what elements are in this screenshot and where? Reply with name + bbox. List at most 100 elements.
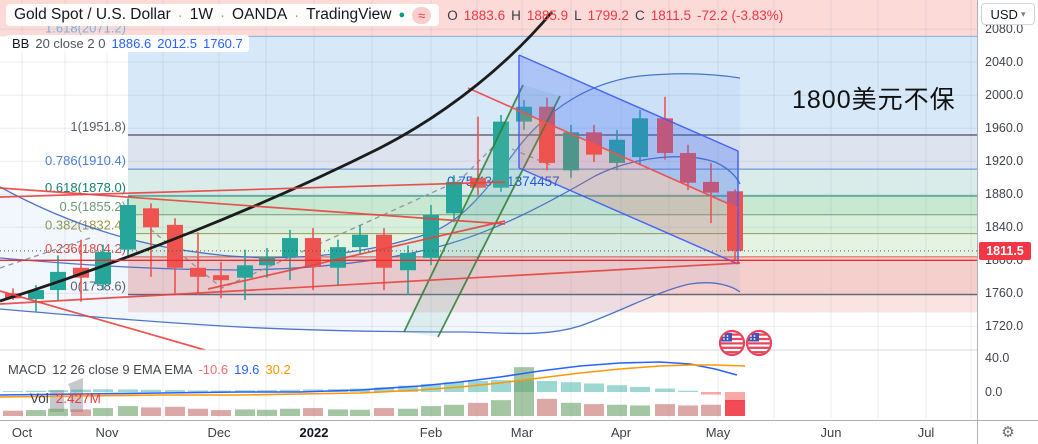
candle-body <box>237 265 253 278</box>
ohlc-values: O 1883.6 H 1885.9 L 1799.2 C 1811.5 -72.2 (-… <box>447 8 783 23</box>
candle-body <box>423 214 439 258</box>
low-label: L <box>574 7 582 23</box>
macd-histogram-bar <box>141 389 161 392</box>
candle-body <box>28 290 44 300</box>
macd-tick: 0.0 <box>985 385 1003 399</box>
bb-line <box>0 156 741 271</box>
macd-hist-value: -10.6 <box>198 362 229 377</box>
open-label: O <box>447 7 458 23</box>
volume-bar <box>165 406 185 416</box>
macd-histogram-bar <box>561 382 581 392</box>
black-trendline <box>0 11 554 303</box>
macd-histogram-bar <box>421 383 441 392</box>
us-flag-sticker[interactable] <box>745 329 773 357</box>
volume-bar <box>607 404 627 416</box>
price-tick: 2040.0 <box>985 55 1024 70</box>
time-axis-label: Apr <box>610 425 632 440</box>
volume-bar <box>701 404 721 416</box>
bb-line <box>0 73 741 259</box>
price-annotation-text[interactable]: 1800美元不保 <box>792 86 956 114</box>
volume-bar <box>444 404 464 416</box>
time-axis-label: Nov <box>95 425 119 440</box>
volume-bar <box>211 410 231 416</box>
volume-bar <box>71 409 91 416</box>
time-axis-label: Jun <box>820 425 842 440</box>
blue-channel-lower-fill <box>519 110 738 264</box>
bb-line <box>0 282 741 335</box>
symbol-title: Gold Spot / U.S. Dollar <box>14 6 171 23</box>
red-trendline <box>0 290 206 351</box>
high-label: H <box>511 7 521 23</box>
volume-bar <box>235 409 255 416</box>
macd-name: MACD <box>8 362 47 377</box>
gear-icon[interactable]: ⚙ <box>1001 424 1015 441</box>
macd-histogram-bar <box>468 380 488 392</box>
macd-histogram-bar <box>701 392 721 395</box>
time-axis-label: Dec <box>207 425 231 440</box>
macd-histogram-bar <box>537 380 557 392</box>
candle-body <box>330 247 346 268</box>
macd-signal-line <box>0 364 746 398</box>
volume-bar <box>584 404 604 416</box>
bb-upper-value: 2012.5 <box>157 36 197 51</box>
macd-histogram-bar <box>3 391 23 392</box>
chevron-down-icon: ▾ <box>1020 8 1026 19</box>
volume-bar <box>350 409 370 416</box>
volume-bar <box>3 410 23 416</box>
symbol-legend-pill[interactable]: Gold Spot / U.S. Dollar · 1W · OANDA · T… <box>6 4 440 26</box>
price-tick: 2000.0 <box>985 88 1024 103</box>
macd-line-value: 19.6 <box>234 362 260 377</box>
time-axis-label: Jul <box>917 425 935 440</box>
macd-line <box>0 361 738 396</box>
green-channel-line <box>437 95 561 338</box>
currency-dropdown[interactable]: USD ▾ <box>981 3 1035 25</box>
macd-histogram-bar <box>280 389 300 392</box>
macd-histogram-bar <box>303 389 323 392</box>
price-tick: 1920.0 <box>985 154 1024 169</box>
macd-histogram-bar <box>607 385 627 392</box>
volume-bar <box>280 408 300 416</box>
exchange-label: OANDA <box>232 6 288 23</box>
macd-histogram-bar <box>165 390 185 392</box>
symbol-legend: Gold Spot / U.S. Dollar · 1W · OANDA · T… <box>6 4 783 26</box>
price-tick: 1880.0 <box>985 187 1024 202</box>
candle-body <box>213 275 229 281</box>
us-flag-sticker[interactable] <box>718 329 746 357</box>
bb-indicator-legend[interactable]: BB 20 close 2 0 1886.6 2012.5 1760.7 <box>6 35 249 52</box>
macd-histogram-bar <box>630 386 650 392</box>
candle-body <box>167 224 183 268</box>
macd-histogram-bar <box>211 390 231 392</box>
volume-bar <box>678 405 698 416</box>
candle-body <box>259 257 275 266</box>
open-value: 1883.6 <box>463 7 506 23</box>
candle-body <box>680 152 696 183</box>
candle-body <box>190 267 206 277</box>
candle-body <box>657 118 673 153</box>
volume-bar <box>421 406 441 416</box>
price-tick: 1840.0 <box>985 220 1024 235</box>
macd-histogram-bar <box>725 392 745 402</box>
time-axis[interactable]: Oct Nov Dec 2022 Feb Mar Apr May Jun Jul <box>0 420 977 444</box>
separator: · <box>294 6 300 24</box>
candle-body <box>352 234 368 248</box>
tv-watermark <box>50 378 83 412</box>
red-trendline <box>207 220 506 290</box>
volume-bar <box>374 408 394 416</box>
bb-params: 20 close 2 0 <box>35 36 106 51</box>
macd-tick: 40.0 <box>985 351 1010 365</box>
candle-body <box>120 205 136 250</box>
volume-bar <box>257 409 277 416</box>
approx-price-icon: ≈ <box>412 6 432 24</box>
fib-label: 0(1758.6) <box>70 279 126 294</box>
blue-channel-upper-fill <box>519 55 738 208</box>
volume-legend[interactable]: Vol 2.427M <box>30 391 101 406</box>
macd-histogram-bar <box>398 385 418 392</box>
macd-signal-value: 30.2 <box>265 362 291 377</box>
price-axis[interactable]: USD ▾ 2080.0 2040.0 2000.0 1960.0 1920.0 1880… <box>977 0 1038 420</box>
price-chart-canvas[interactable]: 1.618(2071.2)1(1951.8)0.786(1910.4)0.618… <box>0 0 977 420</box>
price-tick: 1760.0 <box>985 286 1024 301</box>
macd-indicator-legend[interactable]: MACD 12 26 close 9 EMA EMA -10.6 19.6 30… <box>8 362 291 377</box>
macd-histogram-bar <box>491 380 511 392</box>
volume-bar <box>398 408 418 416</box>
brand-label: TradingView <box>306 6 392 23</box>
